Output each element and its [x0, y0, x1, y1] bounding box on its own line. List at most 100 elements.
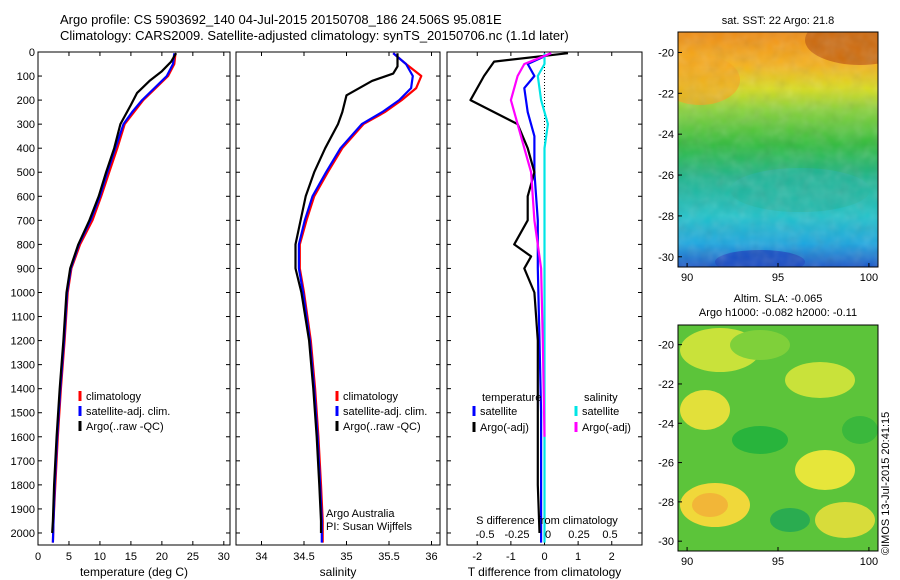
legend-label: satellite-adj. clim.: [86, 406, 170, 418]
sst-texture: [678, 32, 878, 267]
map-x-tick-label: 90: [681, 556, 693, 568]
series-line: [51, 52, 178, 534]
map-y-tick-label: -30: [658, 252, 674, 264]
map-y-tick-label: -30: [658, 536, 674, 548]
depth-tick-label: 600: [17, 191, 35, 203]
depth-tick-label: 500: [17, 167, 35, 179]
difference-panel: -2 -1 0 1 2 T difference from climatology temp…: [446, 51, 643, 579]
depth-tick-label: 2000: [11, 528, 35, 540]
depth-tick-label: 300: [17, 119, 35, 131]
x-tick-label: 15: [125, 551, 137, 563]
x-tick-label: 30: [218, 551, 230, 563]
legend-label: Argo(-adj): [480, 422, 529, 434]
depth-tick-label: 1200: [11, 336, 35, 348]
map-y-tick-label: -26: [658, 170, 674, 182]
x-axis-label: temperature (deg C): [80, 565, 188, 579]
sla-patch-b: [730, 330, 790, 360]
map-x-tick-label: 100: [860, 272, 878, 284]
x-tick-label: 10: [94, 551, 106, 563]
annotation-text: Argo Australia: [326, 508, 395, 520]
sla-map: 90 95 100 -20 -22 -24 -26 -28 -30 Altim. SLA: -0…: [658, 293, 879, 568]
top-tick-label: 0.5: [602, 529, 617, 541]
x-tick-label: 35: [340, 551, 352, 563]
sla-patch-g: [815, 502, 875, 538]
top-axis-label: S difference from climatology: [476, 515, 618, 527]
map-y-tick-label: -26: [658, 458, 674, 470]
map-y-tick-label: -28: [658, 211, 674, 223]
x-tick-label: -2: [472, 551, 482, 563]
x-axis-label: salinity: [320, 565, 357, 579]
sla-patch-h: [842, 416, 878, 444]
depth-tick-label: 800: [17, 239, 35, 251]
depth-tick-label: 900: [17, 263, 35, 275]
sst-title: sat. SST: 22 Argo: 21.8: [722, 15, 835, 27]
legend-label: Argo(..raw -QC): [343, 421, 421, 433]
x-tick-label: 34.5: [293, 551, 314, 563]
annotation-text: PI: Susan Wijffels: [326, 521, 412, 533]
sla-title-line1: Altim. SLA: -0.065: [734, 293, 823, 305]
x-axis-label: T difference from climatology: [468, 565, 622, 579]
x-tick-label: 5: [66, 551, 72, 563]
x-tick-label: 0: [35, 551, 41, 563]
depth-tick-label: 0: [29, 47, 35, 59]
map-x-tick-label: 95: [772, 272, 784, 284]
legend-label: satellite: [480, 406, 517, 418]
map-y-tick-label: -24: [658, 129, 674, 141]
x-tick-label: -1: [506, 551, 516, 563]
map-y-tick-label: -20: [658, 47, 674, 59]
legend-title: salinity: [584, 392, 618, 404]
depth-tick-label: 200: [17, 95, 35, 107]
top-tick-label: -0.25: [504, 529, 529, 541]
depth-tick-label: 1400: [11, 384, 35, 396]
depth-tick-label: 1300: [11, 360, 35, 372]
depth-tick-label: 400: [17, 143, 35, 155]
sla-title-line2: Argo h1000: -0.082 h2000: -0.11: [699, 307, 857, 319]
map-y-tick-label: -28: [658, 497, 674, 509]
figure-title-line2: Climatology: CARS2009. Satellite-adjuste…: [60, 28, 569, 43]
legend-title: temperature: [482, 392, 541, 404]
sla-peak-patch: [692, 493, 728, 517]
depth-tick-label: 1600: [11, 432, 35, 444]
sla-patch-d: [680, 390, 730, 430]
top-tick-label: 0: [545, 529, 551, 541]
depth-tick-label: 1800: [11, 480, 35, 492]
sla-patch-f: [795, 450, 855, 490]
temperature-panel: 0100200300400500600700800900100011001200…: [11, 47, 231, 579]
legend-label: climatology: [86, 391, 142, 403]
depth-tick-label: 100: [17, 71, 35, 83]
depth-tick-label: 1900: [11, 504, 35, 516]
x-tick-label: 1: [575, 551, 581, 563]
top-tick-label: 0.25: [568, 529, 589, 541]
sla-low-patch: [770, 508, 810, 532]
x-tick-label: 0: [541, 551, 547, 563]
figure-title-line1: Argo profile: CS 5903692_140 04-Jul-2015…: [60, 12, 502, 27]
series-line: [509, 52, 552, 437]
depth-tick-label: 1700: [11, 456, 35, 468]
sst-map: 90 95 100 -20 -22 -24 -26 -28 -30 sat. SST: 22 A…: [658, 15, 879, 284]
map-x-tick-label: 100: [860, 556, 878, 568]
x-tick-label: 36: [425, 551, 437, 563]
depth-tick-label: 700: [17, 215, 35, 227]
x-tick-label: 34: [255, 551, 267, 563]
map-x-tick-label: 95: [772, 556, 784, 568]
sla-patch-e: [732, 426, 788, 454]
x-tick-label: 2: [609, 551, 615, 563]
legend-label: satellite: [582, 406, 619, 418]
series-line: [294, 53, 399, 533]
depth-tick-label: 1500: [11, 408, 35, 420]
salinity-panel: 34 34.5 35 35.5 36 salinity climatology satelli…: [235, 51, 441, 579]
top-tick-label: -0.5: [476, 529, 495, 541]
legend-label: Argo(..raw -QC): [86, 421, 164, 433]
depth-tick-label: 1000: [11, 287, 35, 299]
map-y-tick-label: -20: [658, 340, 674, 352]
panel-frame: [235, 51, 441, 546]
legend-label: satellite-adj. clim.: [343, 406, 427, 418]
sla-patch-c: [785, 362, 855, 398]
map-y-tick-label: -22: [658, 88, 674, 100]
depth-tick-label: 1100: [11, 312, 35, 324]
x-tick-label: 25: [187, 551, 199, 563]
legend-label: Argo(-adj): [582, 422, 631, 434]
x-tick-label: 35.5: [378, 551, 399, 563]
x-tick-label: 20: [156, 551, 168, 563]
